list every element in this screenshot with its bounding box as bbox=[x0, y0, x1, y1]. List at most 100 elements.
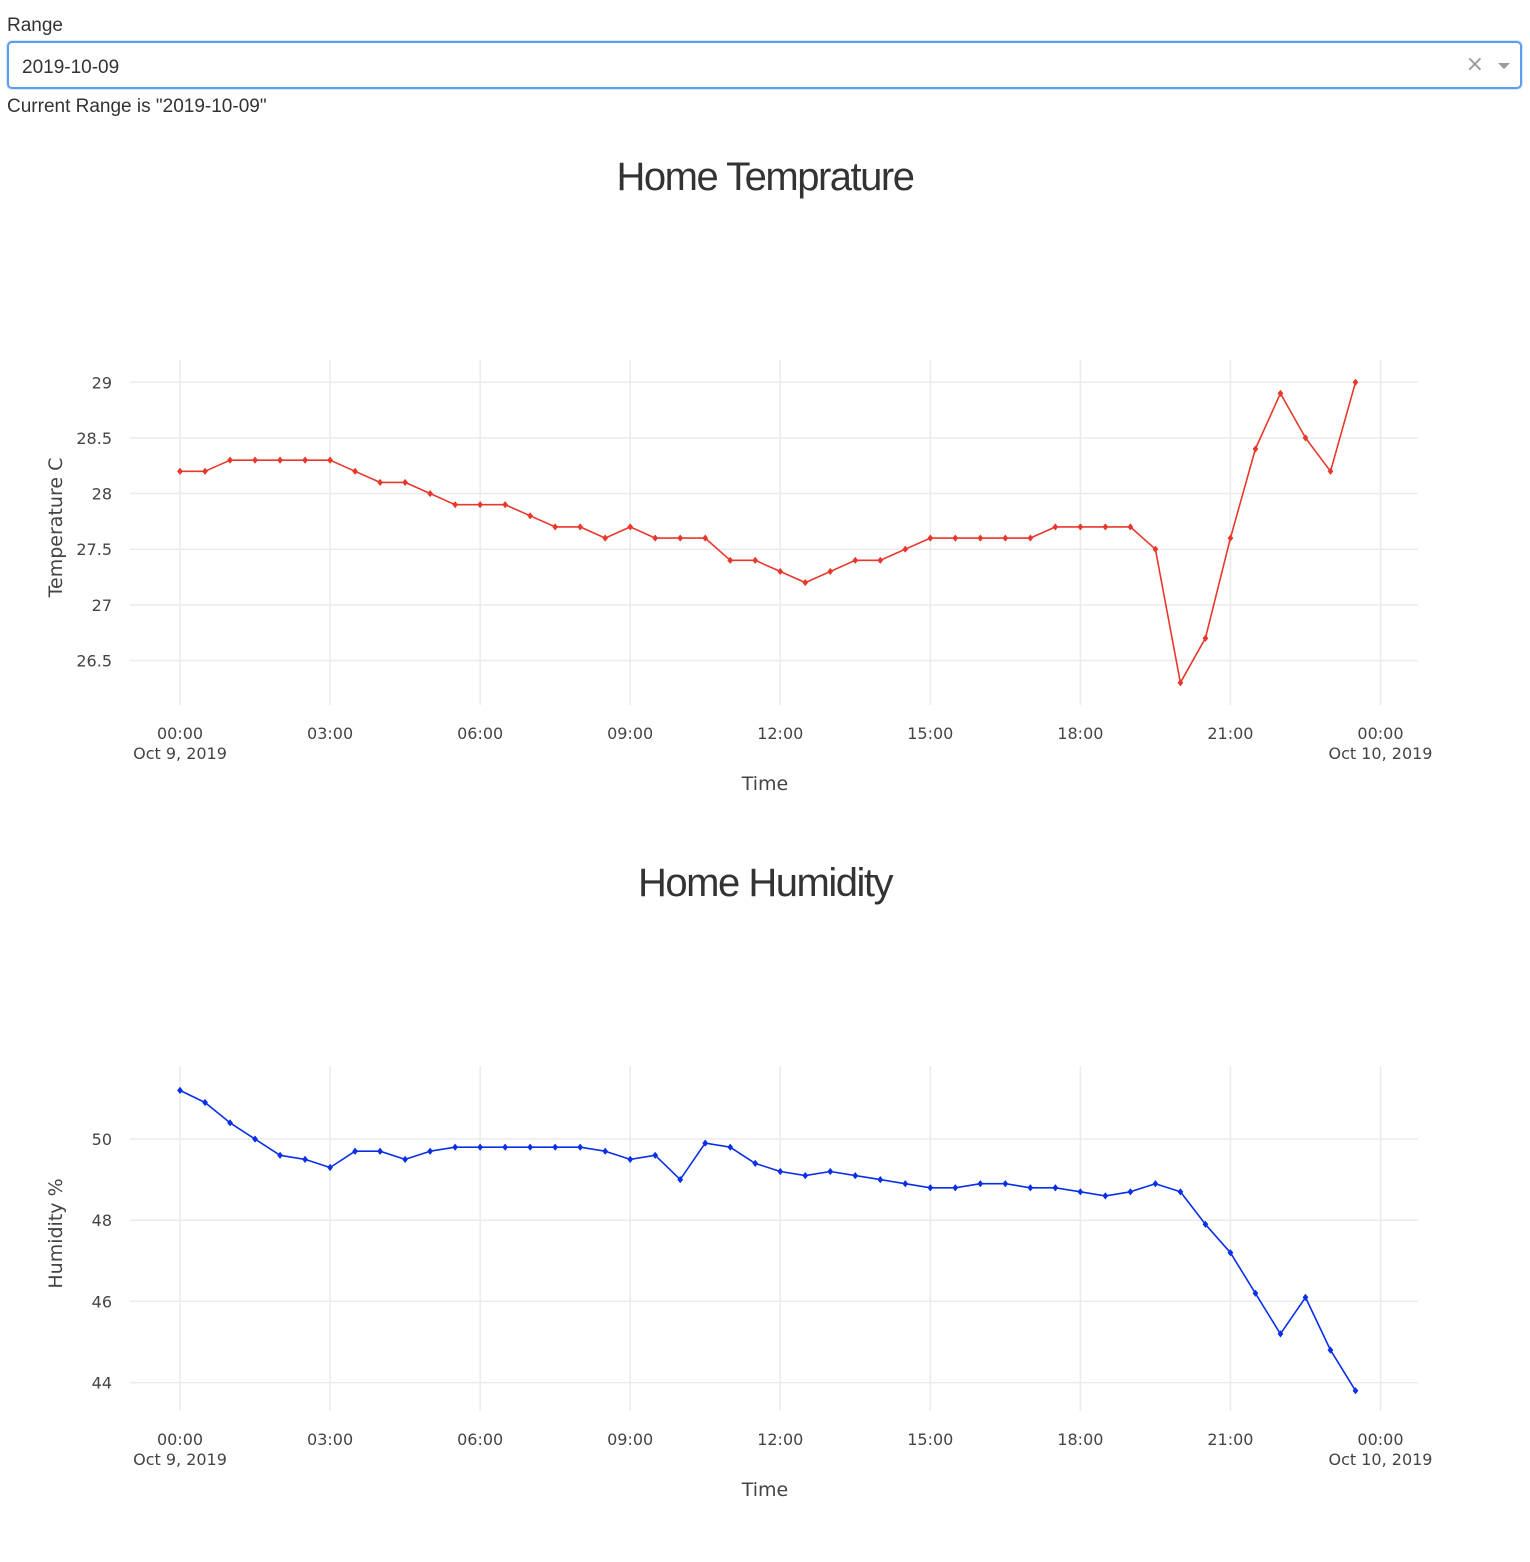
data-point[interactable] bbox=[977, 1180, 984, 1188]
data-point[interactable] bbox=[602, 1147, 609, 1155]
data-point[interactable] bbox=[1252, 445, 1259, 453]
data-point[interactable] bbox=[1152, 1180, 1159, 1188]
data-point[interactable] bbox=[777, 1167, 784, 1176]
data-point[interactable] bbox=[277, 1151, 283, 1159]
data-point[interactable] bbox=[627, 1155, 634, 1163]
data-point[interactable] bbox=[1227, 534, 1234, 542]
data-point[interactable] bbox=[1177, 1188, 1184, 1196]
data-point[interactable] bbox=[527, 1143, 534, 1151]
data-point[interactable] bbox=[452, 501, 459, 509]
data-point[interactable] bbox=[327, 456, 333, 464]
data-point[interactable] bbox=[252, 456, 258, 464]
data-point[interactable] bbox=[302, 1155, 308, 1163]
data-point[interactable] bbox=[1302, 1293, 1309, 1301]
data-point[interactable] bbox=[977, 534, 984, 542]
data-point[interactable] bbox=[727, 1143, 734, 1151]
x-tick-label: 03:00 bbox=[307, 1430, 353, 1449]
data-point[interactable] bbox=[377, 1147, 383, 1155]
data-point[interactable] bbox=[627, 523, 634, 531]
data-point[interactable] bbox=[202, 1098, 208, 1107]
data-point[interactable] bbox=[1177, 679, 1184, 687]
data-point[interactable] bbox=[277, 456, 283, 464]
data-point[interactable] bbox=[1327, 1346, 1334, 1354]
data-point[interactable] bbox=[302, 456, 308, 464]
data-point[interactable] bbox=[677, 534, 684, 542]
data-point[interactable] bbox=[1127, 1188, 1134, 1196]
data-point[interactable] bbox=[177, 467, 183, 475]
data-point[interactable] bbox=[1252, 1289, 1259, 1297]
data-point[interactable] bbox=[1202, 634, 1209, 642]
data-point[interactable] bbox=[227, 456, 233, 464]
data-point[interactable] bbox=[402, 478, 408, 487]
data-point[interactable] bbox=[877, 556, 884, 564]
data-point[interactable] bbox=[602, 534, 609, 542]
data-point[interactable] bbox=[577, 1143, 584, 1151]
data-point[interactable] bbox=[1127, 523, 1134, 531]
data-point[interactable] bbox=[827, 1167, 834, 1176]
data-point[interactable] bbox=[1027, 534, 1034, 542]
data-point[interactable] bbox=[1352, 1387, 1359, 1395]
data-point[interactable] bbox=[952, 534, 959, 542]
data-point[interactable] bbox=[177, 1086, 183, 1094]
data-point[interactable] bbox=[552, 1143, 559, 1151]
data-point[interactable] bbox=[552, 523, 559, 531]
data-point[interactable] bbox=[1052, 523, 1059, 531]
data-point[interactable] bbox=[252, 1135, 258, 1143]
data-point[interactable] bbox=[802, 1171, 809, 1180]
data-point[interactable] bbox=[1077, 1188, 1084, 1196]
data-point[interactable] bbox=[652, 1151, 659, 1159]
data-point[interactable] bbox=[1277, 1330, 1284, 1338]
data-point[interactable] bbox=[702, 1139, 709, 1147]
data-point[interactable] bbox=[802, 578, 809, 587]
data-point[interactable] bbox=[1227, 1249, 1234, 1257]
data-point[interactable] bbox=[227, 1119, 233, 1127]
data-point[interactable] bbox=[927, 534, 934, 542]
data-point[interactable] bbox=[427, 1147, 433, 1155]
data-point[interactable] bbox=[477, 501, 484, 509]
data-point[interactable] bbox=[452, 1143, 459, 1151]
data-point[interactable] bbox=[927, 1184, 934, 1192]
data-point[interactable] bbox=[1202, 1220, 1209, 1228]
data-point[interactable] bbox=[202, 467, 208, 475]
data-point[interactable] bbox=[577, 523, 584, 531]
data-point[interactable] bbox=[352, 1147, 358, 1155]
data-point[interactable] bbox=[852, 1171, 859, 1180]
data-point[interactable] bbox=[1002, 534, 1009, 542]
data-point[interactable] bbox=[727, 556, 734, 564]
range-dropdown[interactable]: 2019-10-09 × bbox=[7, 41, 1522, 89]
data-point[interactable] bbox=[1102, 523, 1109, 531]
data-point[interactable] bbox=[752, 556, 759, 564]
data-point[interactable] bbox=[327, 1163, 333, 1172]
data-point[interactable] bbox=[1302, 434, 1309, 442]
caret-down-icon[interactable] bbox=[1498, 63, 1510, 69]
data-point[interactable] bbox=[677, 1176, 684, 1184]
data-point[interactable] bbox=[902, 1180, 909, 1188]
data-point[interactable] bbox=[502, 501, 509, 509]
data-point[interactable] bbox=[952, 1184, 959, 1192]
data-point[interactable] bbox=[902, 545, 909, 553]
data-point[interactable] bbox=[852, 556, 859, 564]
data-point[interactable] bbox=[477, 1143, 484, 1151]
data-point[interactable] bbox=[1277, 389, 1284, 397]
data-point[interactable] bbox=[1027, 1184, 1034, 1192]
data-point[interactable] bbox=[377, 478, 383, 487]
data-point[interactable] bbox=[1102, 1192, 1109, 1200]
data-point[interactable] bbox=[502, 1143, 509, 1151]
data-point[interactable] bbox=[527, 512, 534, 520]
close-icon[interactable]: × bbox=[1465, 52, 1484, 77]
data-point[interactable] bbox=[652, 534, 659, 542]
data-point[interactable] bbox=[1002, 1180, 1009, 1188]
data-point[interactable] bbox=[402, 1155, 408, 1163]
data-point[interactable] bbox=[1152, 545, 1159, 553]
data-point[interactable] bbox=[1077, 523, 1084, 531]
data-point[interactable] bbox=[1327, 467, 1334, 475]
data-point[interactable] bbox=[827, 567, 834, 576]
data-point[interactable] bbox=[1352, 378, 1359, 386]
data-point[interactable] bbox=[777, 567, 784, 576]
data-point[interactable] bbox=[877, 1176, 884, 1184]
data-point[interactable] bbox=[352, 467, 358, 475]
data-point[interactable] bbox=[752, 1159, 759, 1168]
data-point[interactable] bbox=[1052, 1184, 1059, 1192]
data-point[interactable] bbox=[427, 489, 433, 498]
data-point[interactable] bbox=[702, 534, 709, 542]
